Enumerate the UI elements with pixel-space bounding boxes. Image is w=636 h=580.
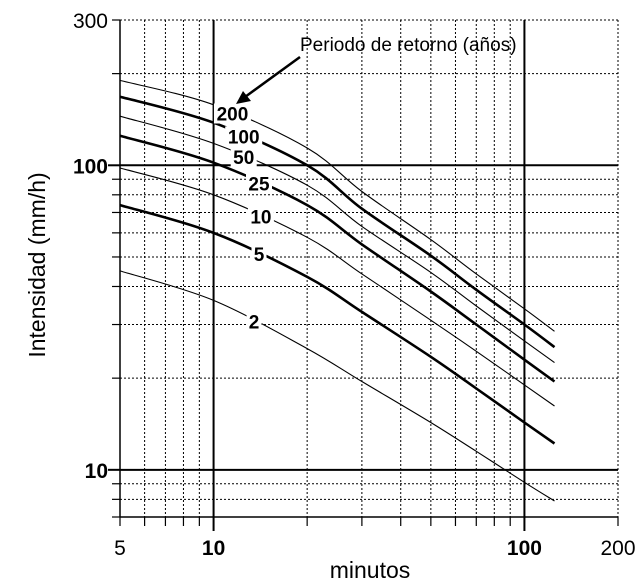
curve-label-bg-T25 (245, 173, 272, 194)
x-axis-label: minutos (330, 557, 411, 580)
annotation-arrow-shaft (244, 55, 301, 99)
x-tick-label: 10 (202, 537, 225, 560)
curve-T10 (119, 167, 555, 407)
y-tick-label: 300 (73, 10, 108, 33)
annotation-arrow-head (236, 91, 251, 104)
curve-T5 (119, 203, 556, 445)
annotation-text: Periodo de retorno (años) (300, 35, 517, 56)
curves (119, 79, 556, 502)
curve-label-T5: 5 (254, 245, 265, 266)
curve-T25 (119, 134, 556, 383)
y-tick-label: 10 (85, 460, 108, 483)
curve-label-bg-T50 (230, 146, 257, 167)
curve-label-T100: 100 (228, 127, 260, 148)
curve-label-T10: 10 (250, 207, 271, 228)
curve-label-bg-T5 (251, 244, 267, 265)
curve-T50 (119, 115, 555, 364)
y-tick-label: 100 (73, 155, 108, 178)
curve-T100 (119, 95, 556, 349)
x-tick-label: 200 (600, 537, 635, 560)
return-period-annotation: Periodo de retorno (años) (236, 35, 517, 104)
curve-label-T25: 25 (248, 174, 270, 195)
curve-label-T200: 200 (217, 105, 249, 126)
curve-label-bg-T10 (247, 206, 274, 227)
x-tick-label: 100 (507, 537, 542, 560)
x-tick-label: 5 (114, 537, 126, 560)
curve-label-bg-T200 (213, 103, 251, 124)
curve-label-T50: 50 (233, 148, 254, 169)
curve-T2 (119, 270, 555, 502)
curve-label-bg-T2 (246, 311, 262, 332)
curve-T200 (119, 79, 555, 332)
curve-label-T2: 2 (249, 312, 260, 333)
grid (108, 19, 619, 531)
y-axis-label: Intensidad (mm/h) (24, 172, 50, 357)
curve-label-bg-T100 (225, 126, 263, 147)
